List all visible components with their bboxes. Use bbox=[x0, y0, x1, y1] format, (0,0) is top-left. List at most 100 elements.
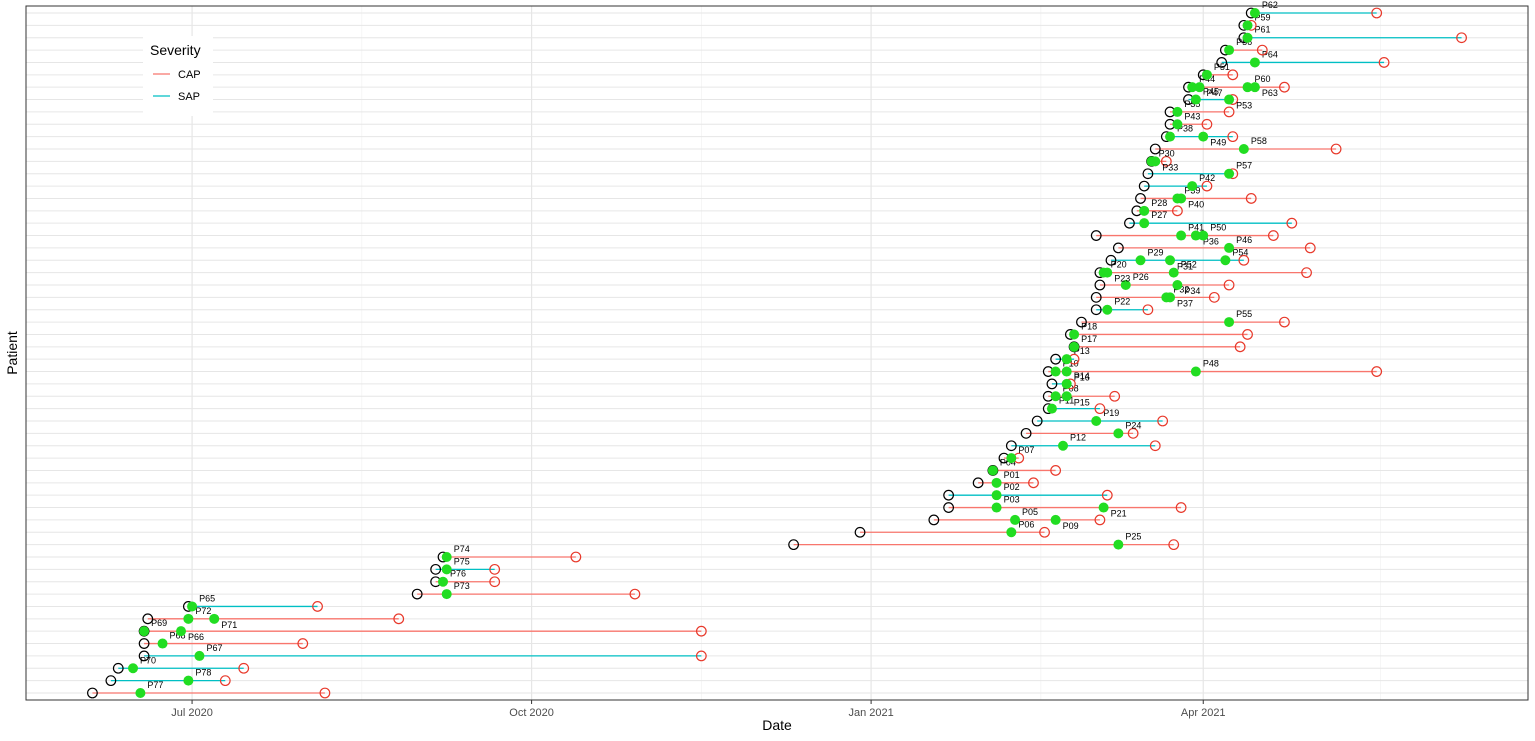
event-point bbox=[1061, 366, 1072, 377]
event-point bbox=[1220, 255, 1231, 266]
end-point bbox=[1160, 155, 1172, 167]
patient-row: P69 P66 bbox=[138, 618, 707, 642]
patient-row: P70 bbox=[112, 655, 250, 674]
start-point bbox=[1094, 279, 1106, 291]
event-point bbox=[1113, 428, 1124, 439]
event-point bbox=[1176, 230, 1187, 241]
end-point bbox=[1149, 440, 1161, 452]
event-point bbox=[1046, 403, 1057, 414]
event-point bbox=[1061, 378, 1072, 389]
event-point bbox=[1187, 82, 1198, 93]
patient-row: P41 P36 P50 bbox=[1090, 223, 1279, 247]
patient-label: P69 bbox=[151, 618, 167, 628]
legend-label: SAP bbox=[178, 91, 200, 103]
event-point bbox=[1249, 57, 1260, 68]
patient-label: P12 bbox=[1070, 433, 1086, 443]
start-point bbox=[112, 662, 124, 674]
x-tick-label: Jul 2020 bbox=[171, 707, 213, 719]
plot-border bbox=[25, 5, 1529, 701]
event-point bbox=[1050, 391, 1061, 402]
patient-label: P72 bbox=[195, 606, 211, 616]
legend-box bbox=[143, 36, 213, 116]
patient-label: P33 bbox=[1162, 162, 1178, 172]
start-point bbox=[943, 502, 955, 513]
patient-row: P65 bbox=[182, 593, 323, 612]
patient-label: P54 bbox=[1232, 247, 1248, 257]
patient-row: P27 bbox=[1124, 210, 1298, 229]
plot-background bbox=[26, 6, 1528, 700]
start-point bbox=[430, 563, 442, 575]
event-point bbox=[1201, 69, 1212, 80]
patient-label: P74 bbox=[454, 544, 470, 554]
event-point bbox=[1006, 527, 1017, 538]
event-point bbox=[1102, 304, 1113, 315]
patient-label: P45 bbox=[1203, 87, 1219, 97]
patient-row: P55 bbox=[1076, 309, 1290, 328]
patient-row: P45 P53 bbox=[1183, 87, 1252, 111]
end-point bbox=[1223, 279, 1235, 291]
patient-label: P26 bbox=[1133, 272, 1149, 282]
start-point bbox=[1090, 230, 1102, 241]
start-point bbox=[788, 539, 800, 551]
patient-label: P36 bbox=[1203, 237, 1219, 247]
start-point bbox=[411, 588, 423, 600]
event-point bbox=[1091, 416, 1102, 426]
start-point bbox=[1149, 143, 1161, 155]
end-point bbox=[1267, 230, 1279, 241]
end-point bbox=[1227, 69, 1239, 81]
event-point bbox=[1050, 514, 1061, 525]
start-point bbox=[138, 638, 150, 649]
patient-label: P53 bbox=[1236, 101, 1252, 111]
patient-row: P22 bbox=[1090, 297, 1154, 316]
end-point bbox=[1227, 131, 1239, 143]
event-point bbox=[1187, 181, 1198, 192]
event-point bbox=[183, 675, 194, 686]
patient-label: P50 bbox=[1210, 223, 1226, 233]
patient-label: P48 bbox=[1203, 359, 1219, 369]
event-point bbox=[135, 688, 146, 698]
patient-row: P75 bbox=[430, 556, 501, 575]
start-point bbox=[854, 526, 866, 538]
patient-label: P23 bbox=[1114, 274, 1130, 284]
end-point bbox=[1245, 193, 1257, 204]
patient-label: P55 bbox=[1236, 309, 1252, 319]
patient-row: P07 bbox=[998, 445, 1034, 464]
event-point bbox=[991, 490, 1002, 501]
patient-label: P41 bbox=[1188, 223, 1204, 233]
event-point bbox=[194, 650, 205, 661]
start-point bbox=[105, 675, 117, 687]
patient-row: P01 bbox=[972, 470, 1039, 489]
patient-label: P62 bbox=[1262, 0, 1278, 10]
patient-row: P04 bbox=[987, 457, 1062, 476]
patient-row: P64 bbox=[1216, 49, 1390, 68]
patient-row: P72 P71 bbox=[142, 606, 405, 630]
patient-row: P67 bbox=[138, 643, 707, 662]
patient-label: P28 bbox=[1151, 198, 1167, 208]
event-point bbox=[1150, 156, 1161, 167]
start-point bbox=[972, 477, 984, 489]
event-point bbox=[1238, 144, 1249, 154]
end-point bbox=[1094, 514, 1106, 526]
patient-row: P06 bbox=[854, 519, 1050, 538]
patient-row: P18 bbox=[1064, 321, 1253, 340]
axes: Jul 2020 Oct 2020 Jan 2021 Apr 2021 bbox=[171, 700, 1226, 719]
end-point bbox=[312, 601, 323, 612]
patient-label: P42 bbox=[1199, 173, 1215, 183]
legend: Severity CAP SAP bbox=[143, 36, 213, 116]
start-point bbox=[928, 514, 940, 526]
end-point bbox=[1256, 44, 1268, 56]
patient-row: P19 bbox=[1031, 408, 1169, 427]
patient-label: P65 bbox=[199, 593, 215, 603]
end-point bbox=[1371, 366, 1383, 377]
event-point bbox=[1224, 242, 1235, 253]
patient-row: P35 bbox=[1164, 99, 1235, 118]
patient-label: P22 bbox=[1114, 297, 1130, 307]
patient-row: P62 bbox=[1245, 0, 1383, 19]
event-point bbox=[1224, 168, 1235, 179]
start-point bbox=[1031, 415, 1043, 427]
patient-label: P70 bbox=[140, 655, 156, 665]
